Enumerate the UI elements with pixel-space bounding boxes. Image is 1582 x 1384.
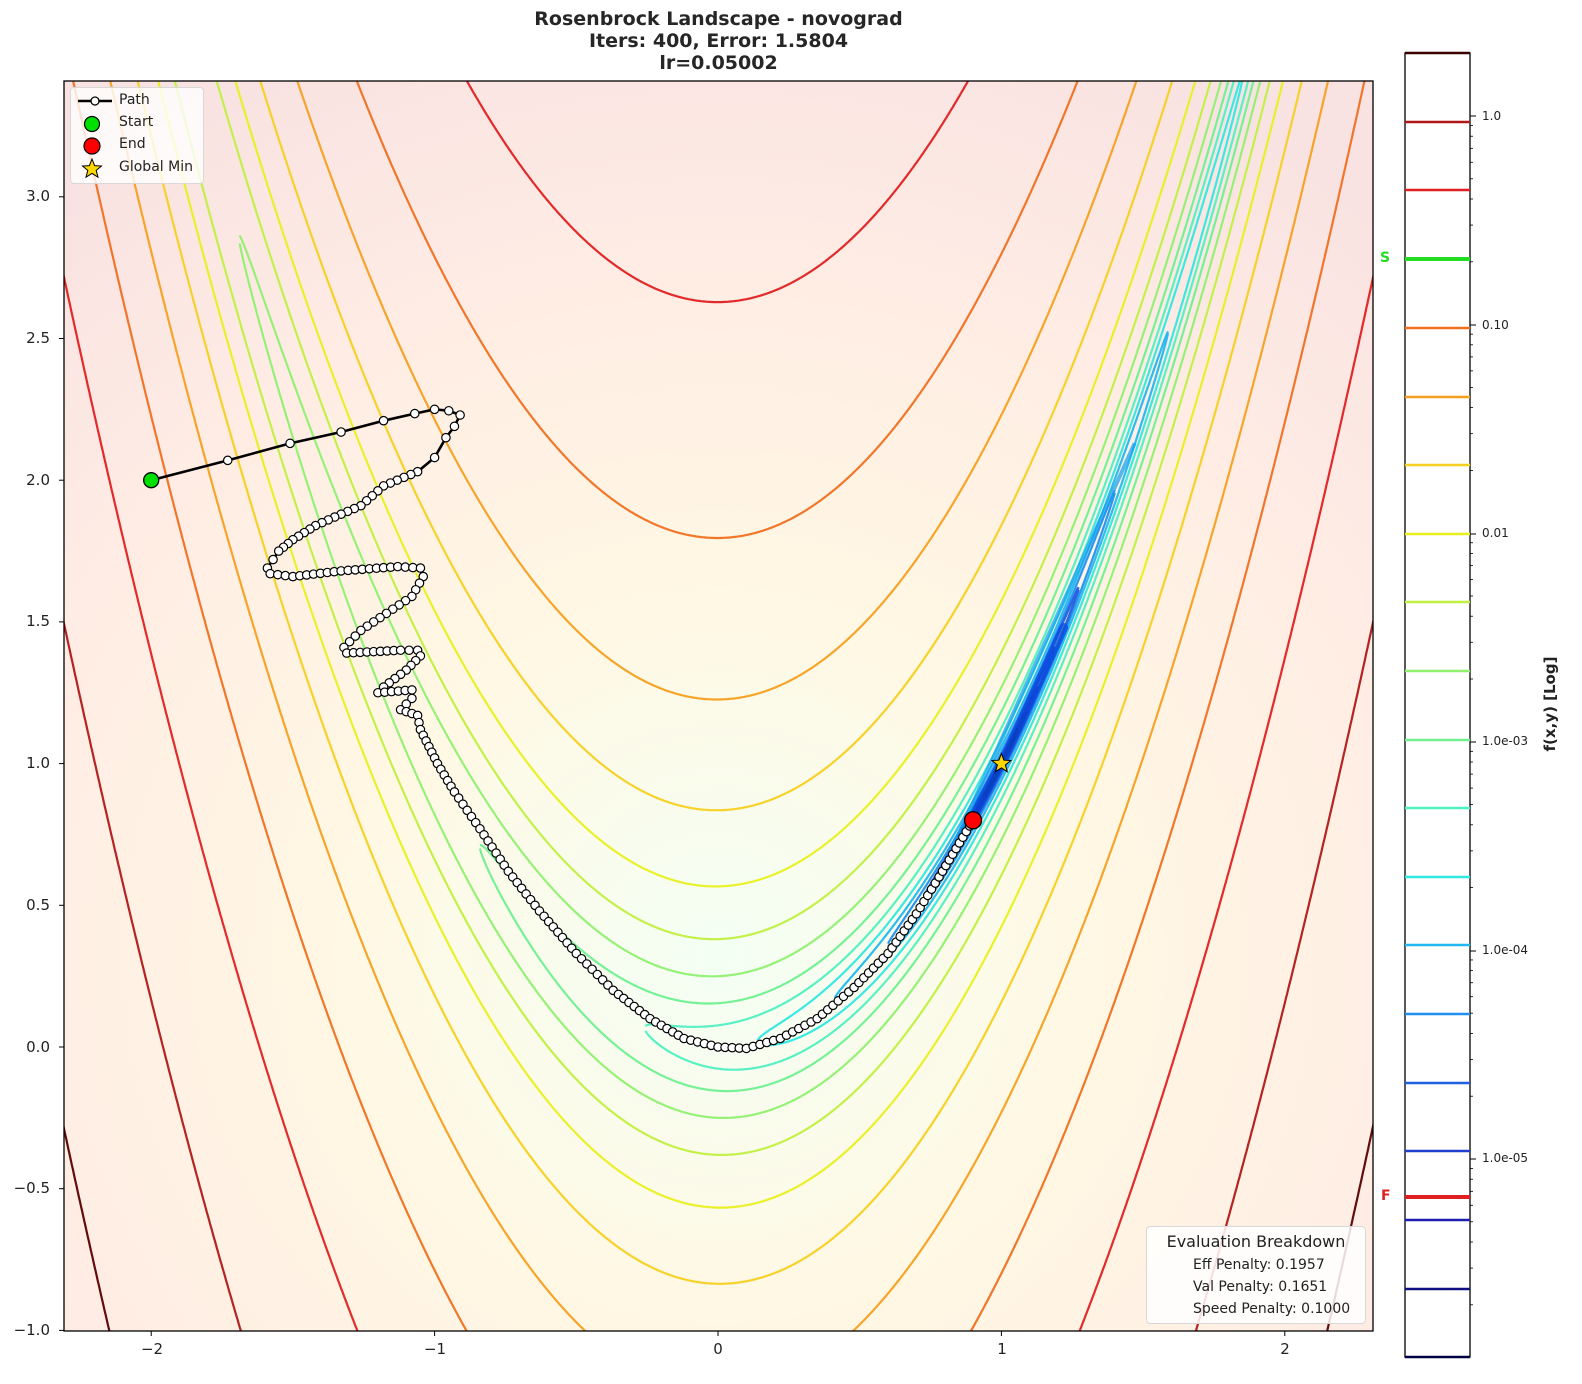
path-point bbox=[268, 554, 278, 565]
title-line-1: Rosenbrock Landscape - novograd bbox=[534, 8, 903, 30]
y-tick-label: 2.5 bbox=[26, 329, 50, 347]
colorbar-tick-label: 1.0e-03 bbox=[1482, 734, 1529, 748]
path-point bbox=[356, 625, 366, 636]
colorbar-label: f(x,y) [Log] bbox=[1541, 656, 1559, 752]
path-point bbox=[429, 404, 440, 415]
evaluation-breakdown-box: Evaluation Breakdown Eff Penalty: 0.1957… bbox=[1146, 1226, 1366, 1324]
legend-label: Global Min bbox=[119, 159, 193, 175]
path-point bbox=[441, 432, 451, 443]
x-tick-label: 2 bbox=[1280, 1340, 1290, 1358]
path-point bbox=[443, 405, 454, 416]
colorbar-tick-label: 0.01 bbox=[1482, 526, 1509, 540]
colorbar-tick-label: 1.0e-05 bbox=[1482, 1151, 1529, 1165]
y-tick-label: 0.5 bbox=[26, 896, 50, 914]
path-point bbox=[273, 546, 284, 556]
path-point bbox=[285, 438, 295, 449]
path-point bbox=[415, 563, 426, 573]
path-point bbox=[378, 415, 389, 426]
red-circle-icon bbox=[83, 137, 101, 155]
star-icon bbox=[81, 157, 103, 179]
end-marker bbox=[963, 811, 983, 830]
y-tick-label: 0.0 bbox=[26, 1038, 50, 1056]
y-tick-label: 1.5 bbox=[26, 612, 50, 630]
y-tick-label: 3.0 bbox=[26, 187, 50, 205]
title-line-3: lr=0.05002 bbox=[659, 52, 778, 74]
eff-penalty: Eff Penalty: 0.1957 bbox=[1193, 1257, 1325, 1273]
path-line-icon bbox=[78, 96, 112, 106]
legend-label: Start bbox=[119, 114, 154, 130]
path-point bbox=[344, 636, 355, 647]
eval-title: Evaluation Breakdown bbox=[1166, 1232, 1346, 1251]
x-tick-label: 1 bbox=[997, 1340, 1007, 1358]
path-point bbox=[336, 427, 346, 437]
y-tick-label: −1.0 bbox=[13, 1321, 50, 1339]
y-tick-label: 1.0 bbox=[26, 754, 50, 772]
path-point bbox=[222, 455, 233, 466]
path-point bbox=[455, 410, 465, 420]
title-line-2: Iters: 400, Error: 1.5804 bbox=[588, 30, 849, 52]
speed-penalty: Speed Penalty: 0.1000 bbox=[1193, 1301, 1351, 1317]
start-marker bbox=[143, 472, 160, 489]
legend-item-path: Path bbox=[71, 90, 203, 112]
path-point bbox=[449, 421, 460, 432]
final-marker-label: F bbox=[1381, 1188, 1391, 1204]
path-point bbox=[407, 685, 417, 695]
green-circle-icon bbox=[83, 115, 101, 133]
x-tick-label: 0 bbox=[713, 1340, 723, 1358]
path-point bbox=[407, 693, 417, 704]
val-penalty: Val Penalty: 0.1651 bbox=[1193, 1279, 1328, 1295]
legend-item-end: End bbox=[71, 134, 203, 156]
global-min-star bbox=[990, 752, 1013, 773]
path-point bbox=[429, 452, 440, 463]
legend-label: Path bbox=[119, 92, 150, 108]
path-point bbox=[395, 645, 406, 656]
colorbar bbox=[1404, 51, 1476, 1359]
chart-title: Rosenbrock Landscape - novograd Iters: 4… bbox=[0, 8, 1437, 74]
colorbar-tick-label: 0.10 bbox=[1482, 318, 1509, 332]
legend-label: End bbox=[119, 136, 146, 152]
path-point bbox=[404, 645, 414, 656]
path-point bbox=[409, 408, 420, 419]
y-tick-label: 2.0 bbox=[26, 471, 50, 489]
start-marker-label: S bbox=[1380, 250, 1391, 266]
x-tick-label: −2 bbox=[140, 1340, 164, 1358]
plot-area bbox=[64, 81, 1373, 1331]
legend: Path Start End Global Min bbox=[70, 87, 204, 184]
path-point bbox=[350, 631, 361, 641]
colorbar-tick-label: 1.0 bbox=[1482, 109, 1502, 123]
x-tick-label: −1 bbox=[423, 1340, 447, 1358]
legend-item-global-min: Global Min bbox=[71, 157, 203, 179]
y-tick-label: −0.5 bbox=[13, 1179, 50, 1197]
colorbar-tick-label: 1.0e-04 bbox=[1482, 943, 1529, 957]
legend-item-start: Start bbox=[71, 112, 203, 134]
